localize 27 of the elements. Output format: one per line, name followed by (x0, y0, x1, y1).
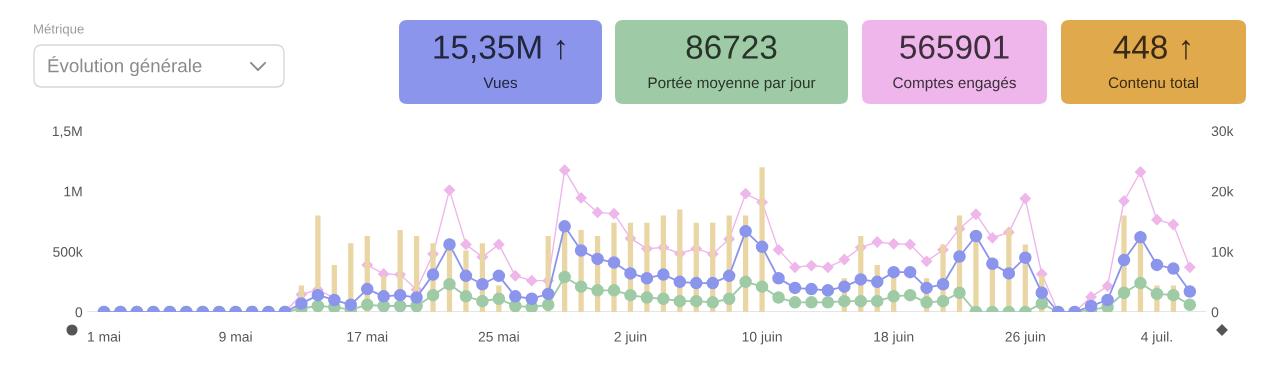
y2-tick-label: 0 (1211, 307, 1219, 318)
x-tick-label: 10 juin (742, 331, 782, 345)
y2-tick-label: 30k (1211, 125, 1234, 137)
y-tick-label: 0 (75, 307, 83, 318)
text: 448 ↑ (1113, 35, 1190, 60)
text: Métrique (34, 23, 84, 37)
x-tick-label: 17 mai (347, 331, 388, 342)
x-tick-label: 1 mai (88, 331, 121, 342)
category-label: Contenu total (1108, 76, 1198, 89)
x-tick-label: 25 mai (478, 331, 519, 342)
x-tick-label: 26 juin (1005, 331, 1045, 345)
category-label: Portée moyenne par jour (648, 76, 816, 92)
text: Évolution générale (48, 55, 202, 77)
y2-tick-label: 20k (1211, 186, 1234, 197)
y2-tick-label: 10k (1212, 246, 1234, 257)
text: 86723 (686, 35, 777, 59)
category-label: Comptes engagés (893, 76, 1016, 92)
x-tick-label: 4 juil. (1141, 331, 1172, 345)
x-tick-label: 9 mai (219, 331, 252, 342)
y-tick-label: 1,5M (52, 126, 82, 138)
text: 15,35M ↑ (434, 35, 565, 63)
x-tick-label: 2 juin (614, 331, 647, 345)
text: 565901 (900, 35, 1009, 59)
x-tick-label: 18 juin (874, 331, 914, 345)
category-label: Vues (483, 77, 518, 89)
y-tick-label: 1M (64, 186, 82, 197)
y-tick-label: 500k (53, 246, 83, 257)
